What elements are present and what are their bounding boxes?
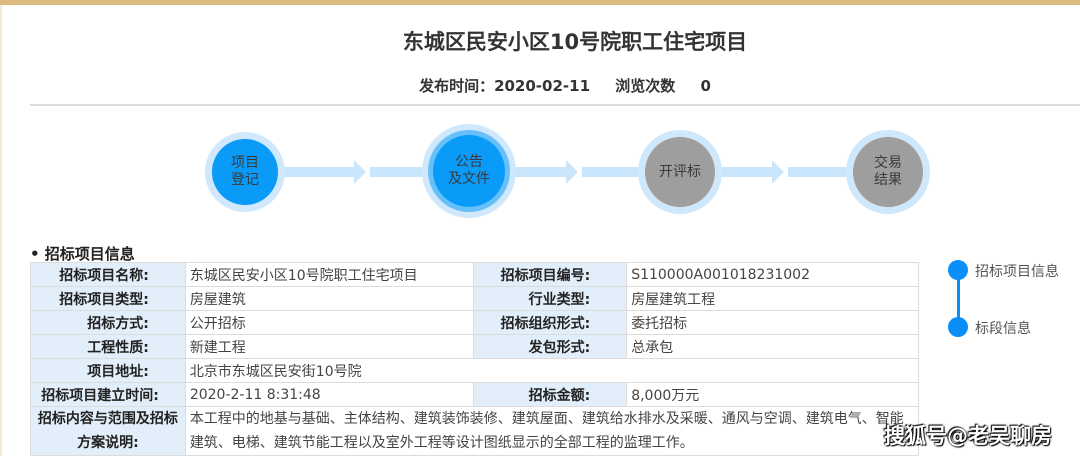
field-label: 招标方式:	[30, 310, 186, 335]
table-row: 项目地址: 北京市东城区民安街10号院	[30, 358, 920, 383]
nav-dot-icon[interactable]	[948, 317, 968, 337]
step-project-registration[interactable]: 项目 登记	[205, 132, 285, 212]
table-row: 工程性质: 新建工程 发包形式: 总承包	[30, 334, 919, 359]
field-label: 项目地址:	[30, 358, 186, 383]
section-title: • 招标项目信息	[30, 245, 135, 263]
progress-steps: 项目 登记 公告 及文件 开评标 交易 结果	[0, 120, 1080, 230]
publish-date: 发布时间：2020-02-11	[419, 77, 591, 95]
step-connector	[582, 167, 647, 177]
field-label: 招标项目类型:	[30, 286, 186, 311]
table-row: 招标项目建立时间: 2020-2-11 8:31:48 招标金额: 8,000万…	[30, 382, 919, 407]
table-row: 招标内容与范围及招标 方案说明: 本工程中的地基与基础、主体结构、建筑装饰装修、建…	[30, 406, 920, 456]
field-label-line: 招标内容与范围及招标	[37, 411, 178, 427]
step-label: 结果	[874, 172, 902, 188]
field-value: 北京市东城区民安街10号院	[184, 358, 920, 383]
field-label: 工程性质:	[30, 334, 186, 359]
arrow-right-icon	[566, 160, 578, 184]
arrow-right-icon	[772, 160, 784, 184]
field-value: 房屋建筑工程	[626, 286, 919, 311]
field-label-line: 方案说明:	[77, 435, 139, 451]
field-label: 发包形式:	[473, 334, 628, 359]
field-label: 招标项目编号:	[473, 262, 628, 287]
nav-dot-icon[interactable]	[948, 260, 968, 280]
field-value: 东城区民安小区10号院职工住宅项目	[184, 262, 475, 287]
field-value: 本工程中的地基与基础、主体结构、建筑装饰装修、建筑屋面、建筑给水排水及采暖、通风…	[184, 406, 920, 456]
divider	[30, 104, 1080, 106]
field-value: 房屋建筑	[184, 286, 475, 311]
table-row: 招标方式: 公开招标 招标组织形式: 委托招标	[30, 310, 919, 335]
project-info-table: 招标项目名称: 东城区民安小区10号院职工住宅项目 招标项目编号: S11000…	[30, 262, 920, 456]
step-label: 登记	[231, 172, 259, 188]
step-label: 公告	[455, 154, 483, 170]
field-label: 招标组织形式:	[473, 310, 628, 335]
field-label: 招标项目名称:	[30, 262, 186, 287]
field-value: S110000A001018231002	[626, 262, 919, 287]
field-label: 招标项目建立时间:	[30, 382, 186, 407]
page-title: 东城区民安小区10号院职工住宅项目	[402, 30, 748, 54]
field-label: 招标金额:	[473, 382, 628, 407]
step-bid-evaluation[interactable]: 开评标	[638, 130, 722, 214]
step-connector	[280, 167, 355, 177]
step-announcement[interactable]: 公告 及文件	[422, 124, 516, 218]
field-value: 公开招标	[184, 310, 475, 335]
table-row: 招标项目类型: 房屋建筑 行业类型: 房屋建筑工程	[30, 286, 919, 311]
left-border	[0, 5, 2, 456]
table-row: 招标项目名称: 东城区民安小区10号院职工住宅项目 招标项目编号: S11000…	[30, 262, 919, 287]
field-value: 新建工程	[184, 334, 475, 359]
step-label: 交易	[874, 155, 902, 171]
views-label: 浏览次数	[615, 77, 676, 95]
field-value: 2020-2-11 8:31:48	[184, 382, 475, 407]
views-count: 0	[700, 77, 711, 95]
step-label: 及文件	[448, 171, 490, 187]
step-connector	[715, 167, 773, 177]
field-value: 8,000万元	[626, 382, 919, 407]
field-value: 委托招标	[626, 310, 919, 335]
step-connector	[510, 167, 567, 177]
step-transaction-result[interactable]: 交易 结果	[846, 130, 930, 214]
field-value: 总承包	[626, 334, 919, 359]
side-nav-item-project-info[interactable]: 招标项目信息	[975, 264, 1059, 280]
field-label: 行业类型:	[473, 286, 628, 311]
field-label: 招标内容与范围及招标 方案说明:	[30, 406, 186, 456]
arrow-right-icon	[354, 160, 366, 184]
top-border	[0, 0, 1080, 5]
step-connector	[788, 167, 848, 177]
publish-meta: 发布时间：2020-02-11 浏览次数 0	[0, 75, 1080, 96]
watermark: 搜狐号@老吴聊房	[884, 424, 1052, 448]
step-label: 项目	[231, 155, 259, 171]
side-nav-line	[957, 268, 960, 326]
step-label: 开评标	[659, 163, 701, 180]
side-nav-item-section-info[interactable]: 标段信息	[975, 321, 1031, 337]
step-connector	[370, 167, 430, 177]
